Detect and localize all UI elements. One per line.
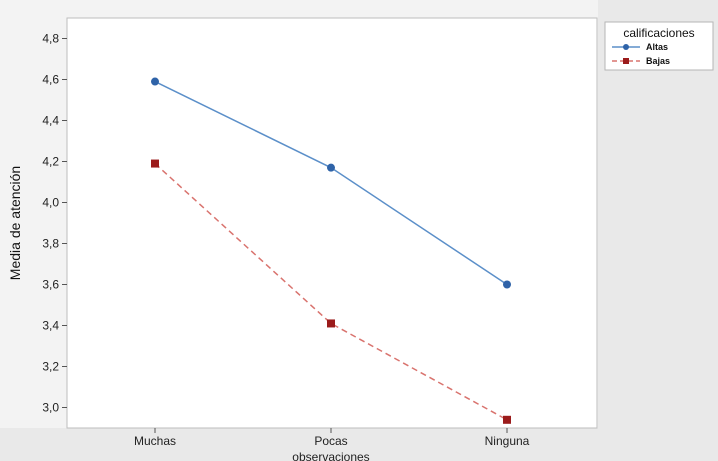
plot-area [66,17,598,429]
x-tick-label: Muchas [134,434,176,448]
series-line-bajas [154,162,508,421]
y-tick-label: 3,6 [42,278,59,292]
legend: calificaciones Altas Bajas [604,21,714,71]
legend-items: Altas Bajas [612,42,670,66]
y-tick-label: 3,4 [42,319,59,333]
data-point-altas [503,280,511,289]
x-axis-title: observaciones [292,450,369,461]
x-axis: Muchas Pocas Ninguna [134,428,530,448]
data-point-altas [327,163,335,172]
legend-marker-altas [623,44,629,50]
legend-label-bajas: Bajas [646,56,670,66]
data-point-bajas [503,415,511,424]
x-tick-label: Pocas [314,434,347,448]
y-tick-label: 3,2 [42,360,59,374]
series-layer [151,77,511,424]
legend-marker-bajas [623,58,629,64]
y-tick-label: 4,2 [42,155,59,169]
data-point-bajas [327,319,335,328]
data-point-altas [151,77,159,86]
legend-label-altas: Altas [646,42,668,52]
y-tick-label: 3,8 [42,237,59,251]
y-tick-label: 4,8 [42,32,59,46]
x-tick-label: Ninguna [485,434,530,448]
y-tick-label: 3,0 [42,401,59,415]
data-point-bajas [151,159,159,168]
legend-title: calificaciones [623,26,694,40]
y-tick-label: 4,6 [42,73,59,87]
y-tick-label: 4,0 [42,196,59,210]
y-tick-label: 4,4 [42,114,59,128]
y-axis: 4,8 4,6 4,4 4,2 4,0 3,8 3,6 3,4 3,2 3,0 [42,32,67,415]
y-axis-title: Media de atención [7,166,23,280]
